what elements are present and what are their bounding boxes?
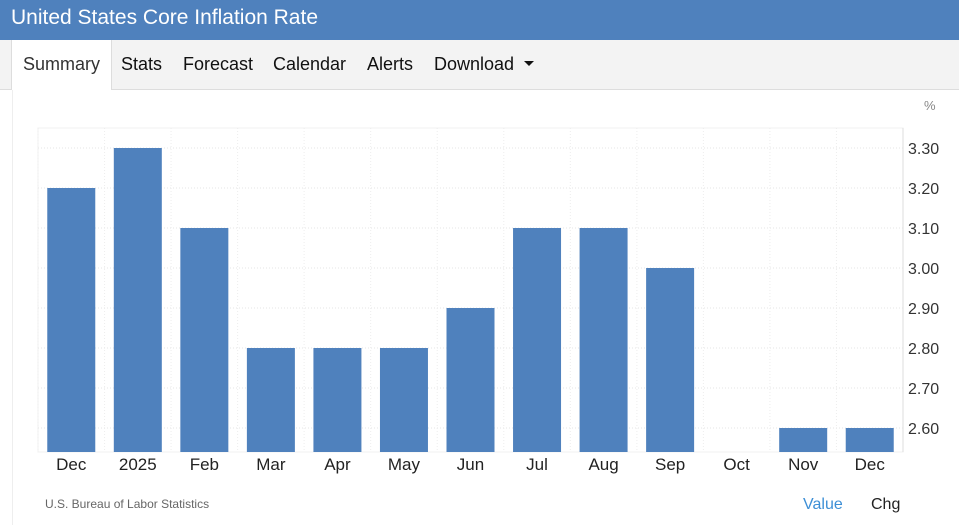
page-title: United States Core Inflation Rate [11, 6, 319, 29]
bar[interactable] [246, 348, 295, 452]
tab-alerts[interactable]: Alerts [367, 54, 414, 74]
x-tick-label: Mar [256, 455, 286, 474]
bar[interactable] [446, 308, 495, 452]
caret-down-icon [524, 60, 535, 66]
y-axis-unit: % [924, 98, 936, 113]
tab-strip: Summary Stats Forecast Calendar Alerts D… [0, 40, 959, 90]
tab-stats[interactable]: Stats [121, 54, 163, 74]
value-toggle[interactable]: Value [803, 496, 843, 513]
bar[interactable] [180, 228, 229, 452]
bar[interactable] [779, 428, 828, 452]
x-tick-label: Nov [788, 455, 819, 474]
title-bar: United States Core Inflation Rate [0, 0, 959, 40]
source-label: U.S. Bureau of Labor Statistics [45, 497, 210, 511]
x-tick-label: May [388, 455, 421, 474]
y-tick-label: 2.60 [908, 421, 939, 438]
y-tick-label: 3.00 [908, 261, 939, 278]
x-tick-label: Apr [324, 455, 351, 474]
x-tick-label: Jun [457, 455, 484, 474]
x-tick-label: Dec [855, 455, 886, 474]
labels-layer: 3.30 3.20 3.10 3.00 2.90 2.80 2.70 2.60 Dec 2025 F… [56, 141, 939, 474]
chg-toggle[interactable]: Chg [871, 496, 901, 513]
bar[interactable] [313, 348, 362, 452]
x-tick-label: Aug [588, 455, 618, 474]
x-tick-label: Feb [190, 455, 219, 474]
bar[interactable] [845, 428, 894, 452]
bar[interactable] [113, 148, 162, 452]
tab-summary[interactable]: Summary [11, 40, 113, 90]
bars-layer [47, 148, 894, 452]
y-tick-label: 3.30 [908, 141, 939, 158]
y-tick-label: 3.20 [908, 181, 939, 198]
tab-forecast[interactable]: Forecast [183, 54, 254, 74]
x-tick-label: Sep [655, 455, 685, 474]
tab-download[interactable]: Download [434, 40, 535, 89]
x-tick-label: Oct [723, 455, 750, 474]
x-tick-label: Jul [526, 455, 548, 474]
y-tick-label: 2.90 [908, 301, 939, 318]
y-tick-label: 3.10 [908, 221, 939, 238]
y-tick-label: 2.80 [908, 341, 939, 358]
tab-calendar[interactable]: Calendar [273, 54, 347, 74]
bar[interactable] [379, 348, 428, 452]
bar[interactable] [513, 228, 562, 452]
bar[interactable] [579, 228, 628, 452]
x-tick-label: 2025 [119, 455, 157, 474]
tab-download-label: Download [434, 54, 515, 74]
y-tick-label: 2.70 [908, 381, 939, 398]
bar[interactable] [646, 268, 695, 452]
x-tick-label: Dec [56, 455, 87, 474]
bar[interactable] [47, 188, 96, 452]
